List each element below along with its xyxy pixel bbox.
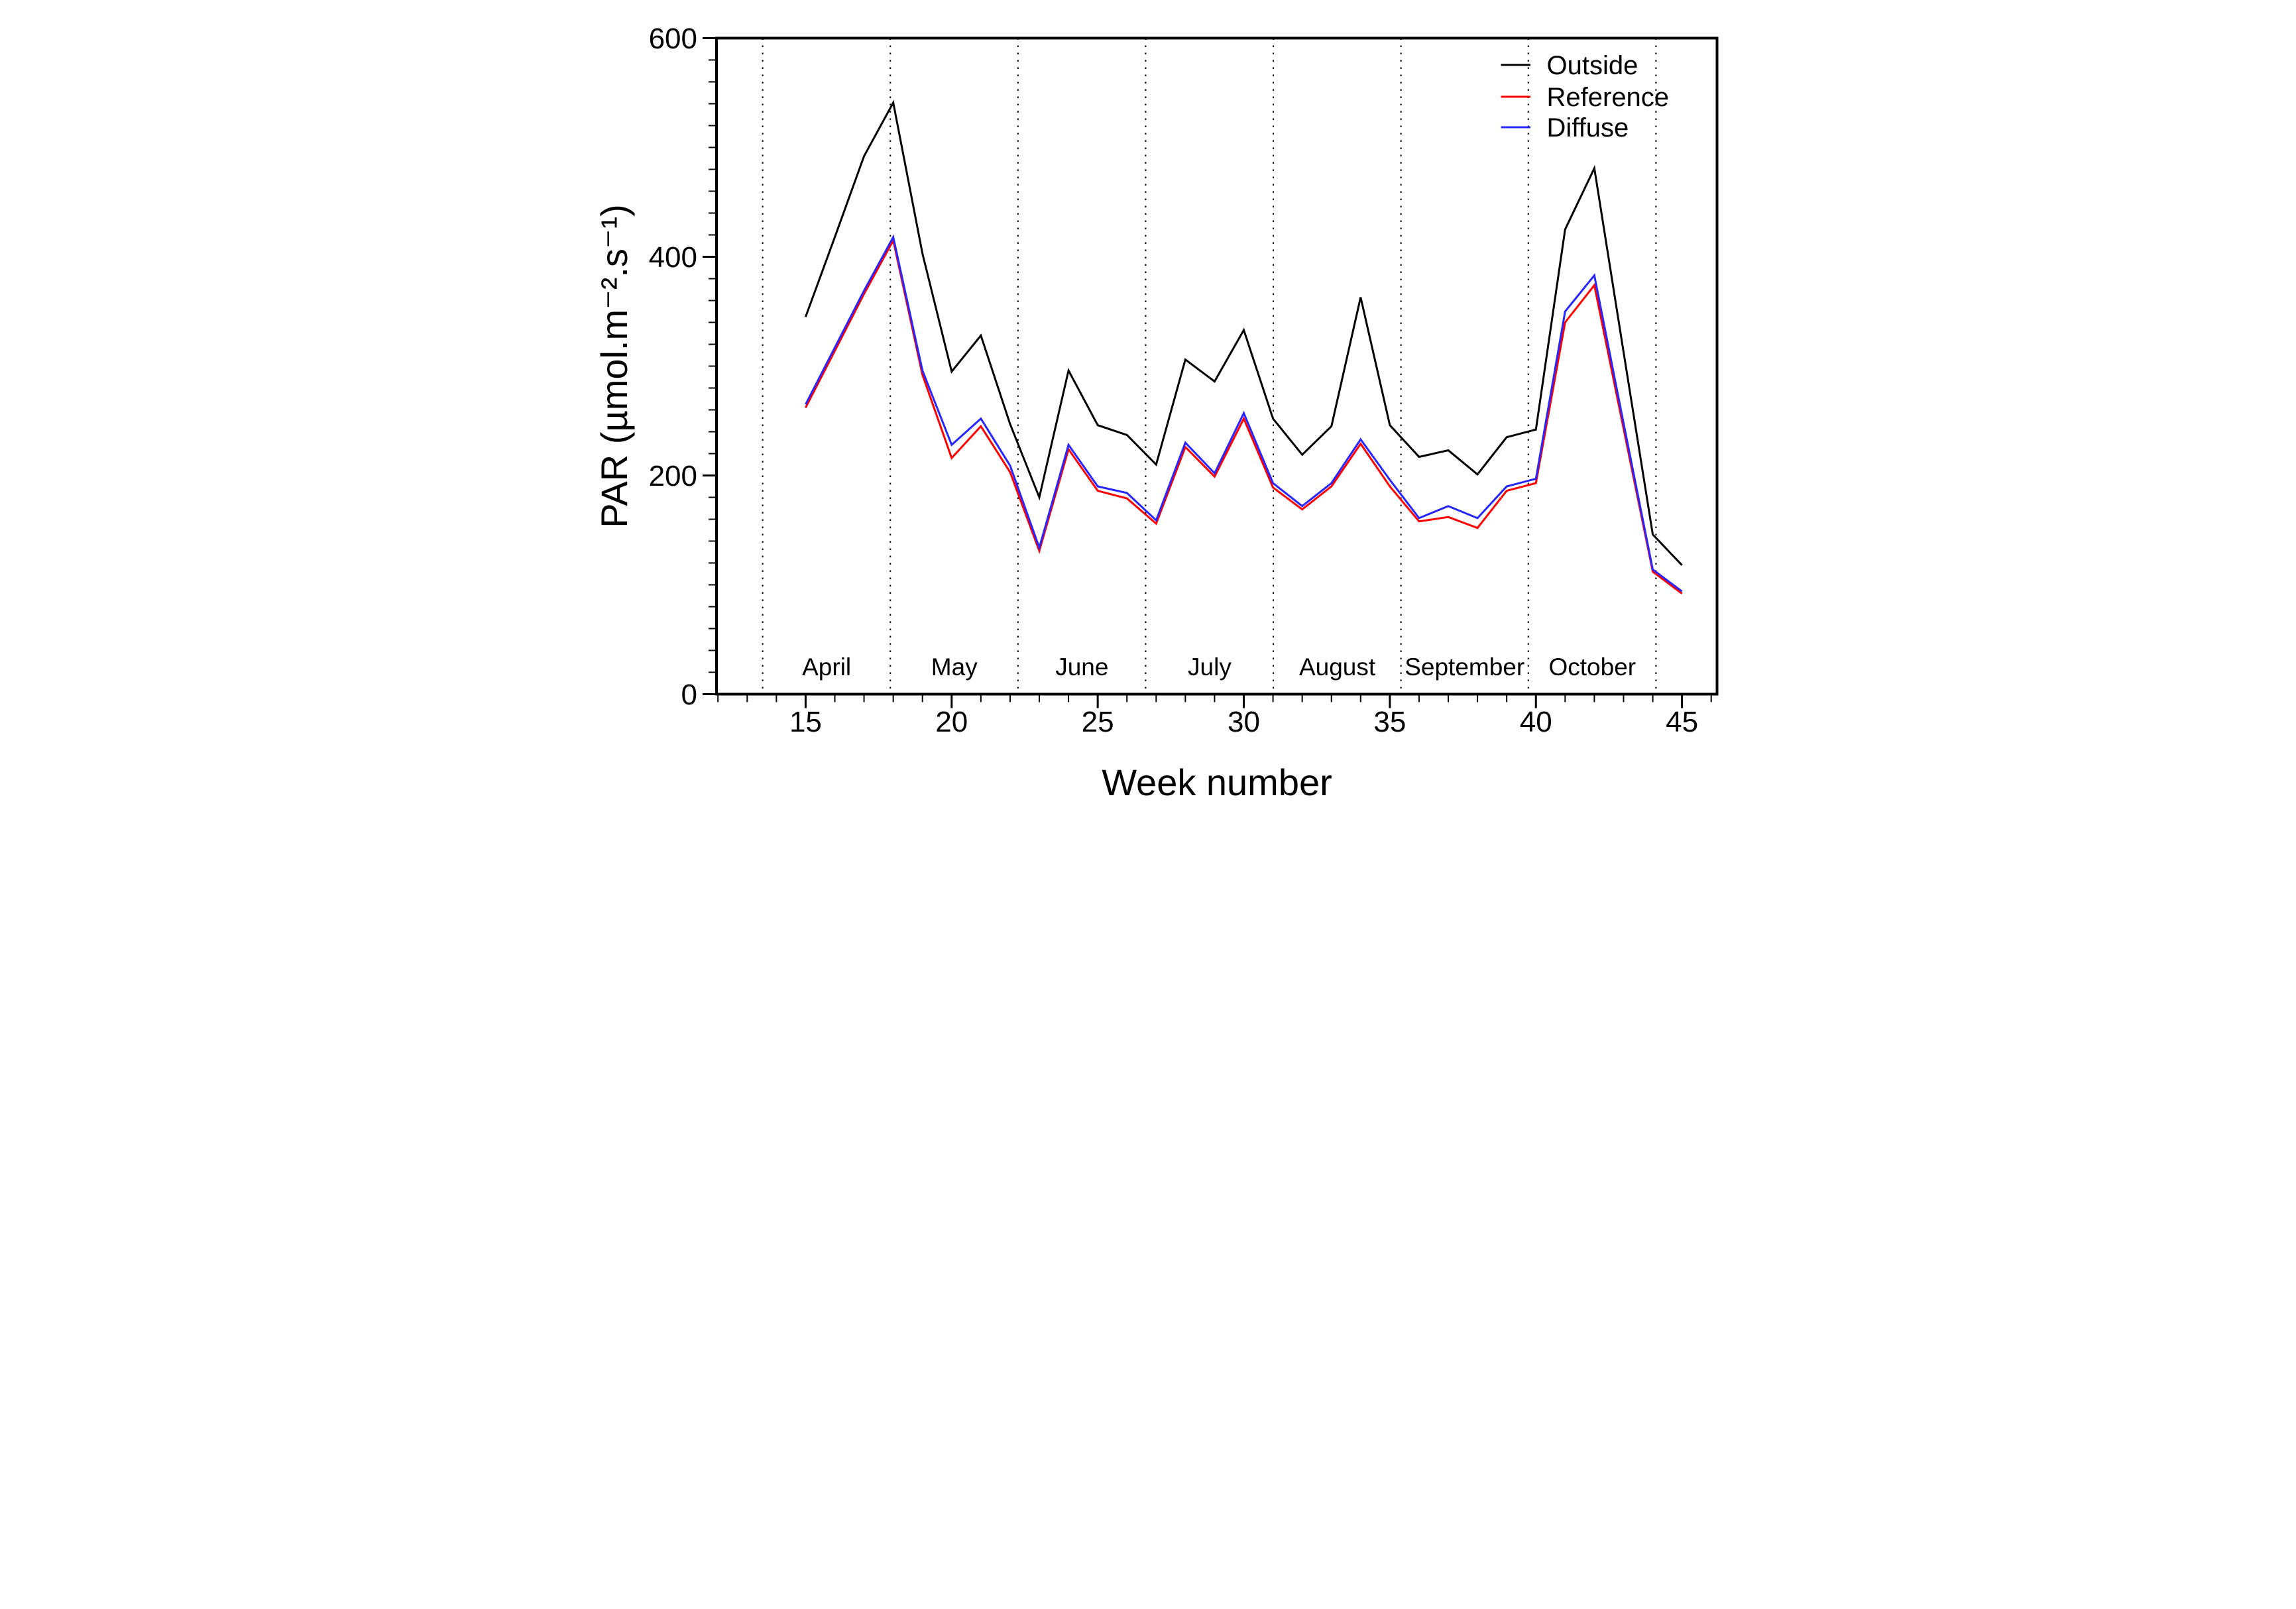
y-axis-tick-label: 0	[681, 679, 697, 711]
x-axis-tick-label: 30	[1228, 706, 1260, 738]
series-line-diffuse	[805, 234, 1683, 592]
x-axis-tick-label: 25	[1082, 706, 1114, 738]
month-boundary-lines	[762, 38, 1657, 694]
series-line-reference	[805, 237, 1683, 594]
x-axis-title: Week number	[1102, 761, 1332, 803]
month-label: May	[931, 653, 978, 681]
x-axis-tick-label: 40	[1520, 706, 1552, 738]
legend-label: Outside	[1547, 51, 1638, 80]
x-axis-tick-label: 35	[1373, 706, 1406, 738]
month-label: October	[1548, 653, 1636, 681]
month-label: September	[1405, 653, 1524, 681]
x-axis-tick-label: 45	[1666, 706, 1698, 738]
y-axis-tick-label: 200	[649, 460, 697, 492]
month-label: August	[1299, 653, 1376, 681]
legend-label: Diffuse	[1547, 113, 1629, 142]
x-axis-ticks: 15 20 25 30 35 40 45	[717, 694, 1712, 738]
month-label: July	[1188, 653, 1232, 681]
legend-label: Reference	[1547, 83, 1670, 112]
x-axis-tick-label: 20	[935, 706, 968, 738]
month-labels: April May June July August September October	[802, 653, 1636, 681]
figure-container: 15 20 25 30 35 40 45 0 200 400 600 April May June July…	[574, 0, 1722, 805]
y-axis-title: PAR (µmol.m⁻².s⁻¹)	[593, 204, 635, 528]
series-lines	[804, 99, 1683, 594]
month-label: June	[1055, 653, 1108, 681]
y-axis-ticks: 0 200 400 600	[649, 23, 717, 711]
legend-item: Diffuse	[1501, 113, 1629, 142]
y-axis-tick-label: 600	[649, 23, 697, 55]
legend-item: Outside	[1501, 51, 1638, 80]
month-label: April	[802, 653, 851, 681]
chart-root: 15 20 25 30 35 40 45 0 200 400 600 April May June July…	[649, 23, 1719, 738]
y-axis-tick-label: 400	[649, 241, 697, 274]
x-axis-tick-label: 15	[789, 706, 822, 738]
par-line-chart: 15 20 25 30 35 40 45 0 200 400 600 April May June July…	[574, 0, 1722, 805]
legend-item: Reference	[1501, 83, 1670, 112]
series-line-outside	[804, 99, 1683, 566]
